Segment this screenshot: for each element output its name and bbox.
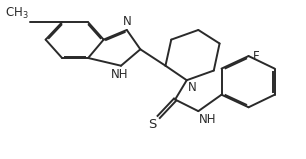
Text: N: N	[188, 81, 196, 94]
Text: CH$_3$: CH$_3$	[5, 6, 28, 21]
Text: F: F	[252, 50, 259, 62]
Text: NH: NH	[111, 68, 129, 81]
Text: N: N	[122, 15, 131, 28]
Text: S: S	[148, 118, 157, 131]
Text: NH: NH	[199, 113, 217, 126]
